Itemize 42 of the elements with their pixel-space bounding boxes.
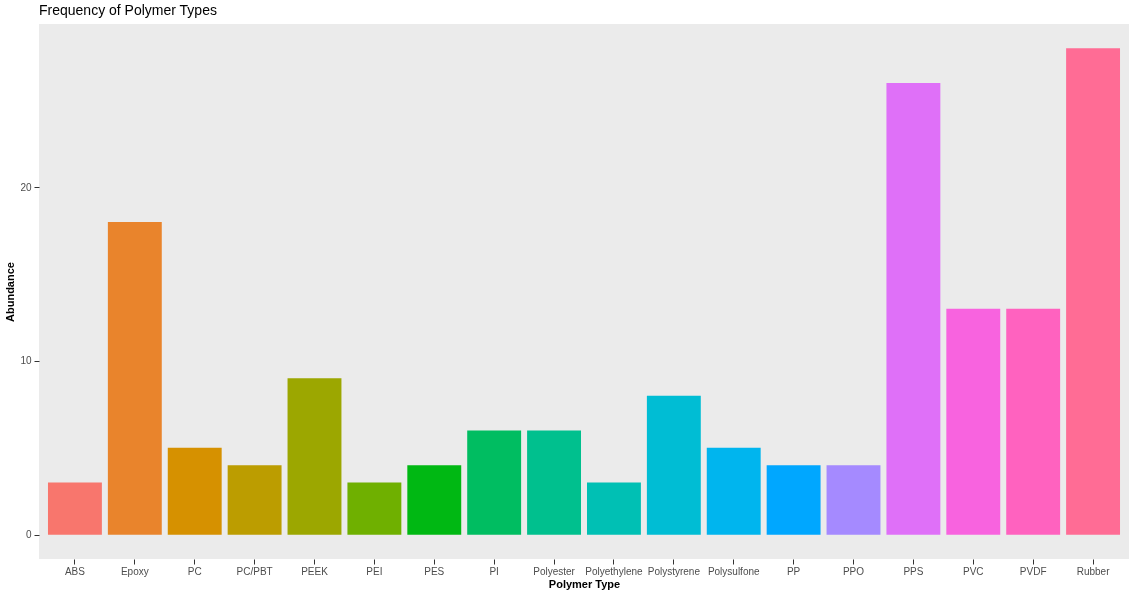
bar (287, 378, 342, 535)
bar (47, 482, 102, 535)
bar (167, 447, 222, 535)
y-tick-label: 0 (25, 529, 32, 541)
bar (826, 465, 881, 535)
bar (886, 83, 941, 535)
x-tick-label: Rubber (1076, 565, 1111, 577)
x-tick-label: PI (489, 565, 499, 577)
x-tick-label: PES (424, 565, 445, 577)
x-tick-label: PPS (903, 565, 924, 577)
bar (1066, 48, 1121, 535)
bar (586, 482, 641, 535)
chart-title: Frequency of Polymer Types (39, 2, 217, 18)
x-tick-label: Polyethylene (585, 565, 644, 577)
x-tick-label: PPO (842, 565, 865, 577)
bar (347, 482, 402, 535)
bar (227, 465, 282, 535)
y-tick-label: 20 (20, 181, 32, 193)
y-axis-title: Abundance (4, 262, 17, 322)
bar (1006, 308, 1061, 535)
bar (946, 308, 1001, 535)
y-tick-label: 10 (20, 355, 32, 367)
bar (646, 395, 701, 535)
x-tick-label: PVDF (1019, 565, 1047, 577)
bar (706, 447, 761, 535)
x-tick-label: Epoxy (120, 565, 149, 577)
x-tick-label: PP (786, 565, 801, 577)
bar (766, 465, 821, 535)
x-tick-label: ABS (64, 565, 86, 577)
bar (107, 222, 162, 535)
x-tick-label: Polysulfone (707, 565, 761, 577)
x-tick-label: Polystyrene (647, 565, 701, 577)
bar (527, 430, 582, 535)
x-tick-label: PC/PBT (236, 565, 273, 577)
bar (407, 465, 462, 535)
x-tick-label: Polyester (533, 565, 576, 577)
x-tick-label: PEI (366, 565, 383, 577)
x-tick-label: PVC (963, 565, 984, 577)
x-tick-label: PC (187, 565, 202, 577)
x-tick-label: PEEK (301, 565, 329, 577)
x-axis-title: Polymer Type (548, 577, 621, 590)
bar (467, 430, 522, 535)
